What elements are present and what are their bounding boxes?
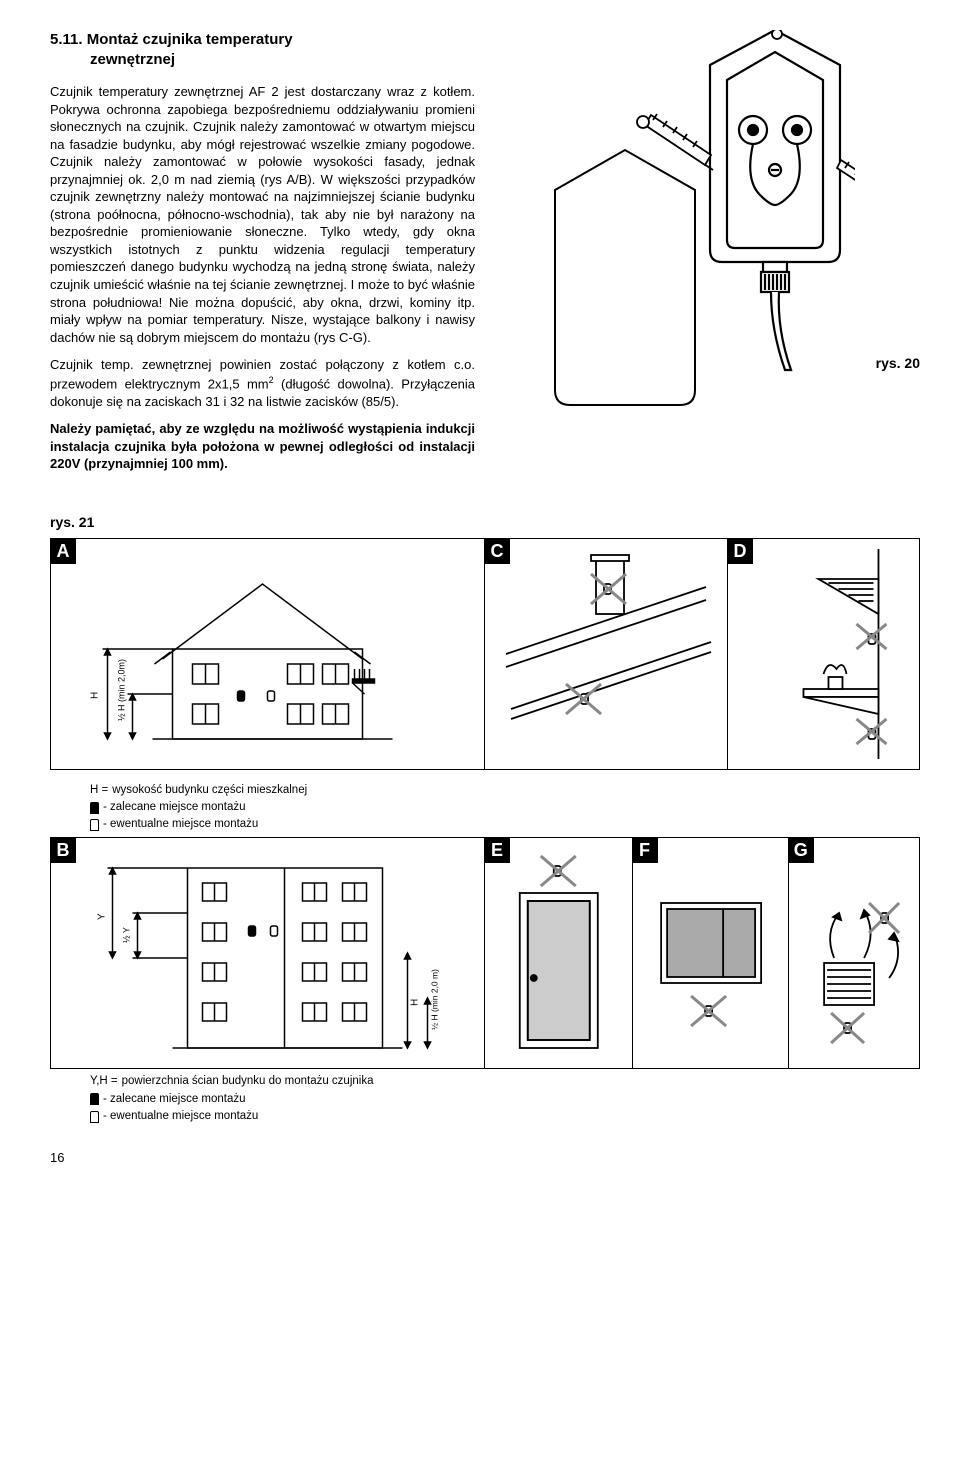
figure-20-caption: rys. 20	[876, 354, 920, 373]
panel-label-g: G	[788, 837, 814, 863]
panel-f: F	[633, 838, 789, 1068]
section-heading: 5.11. Montaż czujnika temperatury zewnęt…	[50, 30, 475, 69]
paragraph-2: Czujnik temp. zewnętrznej powinien zosta…	[50, 356, 475, 410]
filled-marker-icon	[90, 802, 99, 814]
panel-e: E	[485, 838, 633, 1068]
dim-half-y: ½ Y	[122, 928, 132, 944]
legend2-l2: - zalecane miejsce montażu	[103, 1091, 246, 1108]
panel-label-c: C	[484, 538, 510, 564]
legend-b: Y,H = powierzchnia ścian budynku do mont…	[50, 1069, 920, 1129]
panel-row-2: B	[50, 837, 920, 1069]
dim-h: H	[90, 691, 101, 698]
legend1-l3: - ewentualne miejsce montażu	[103, 816, 258, 833]
dim-half-h2: ½ H (min 2,0 m)	[430, 969, 440, 1030]
panel-label-d: D	[727, 538, 753, 564]
panel-label-a: A	[50, 538, 76, 564]
legend1-l1: wysokość budynku części mieszkalnej	[112, 782, 307, 799]
legend2-l1: powierzchnia ścian budynku do montażu cz…	[122, 1073, 374, 1090]
paragraph-3-bold: Należy pamiętać, aby ze względu na możli…	[50, 420, 475, 473]
section-title-l1: Montaż czujnika temperatury	[87, 31, 293, 48]
empty-marker-icon	[90, 819, 99, 831]
legend1-l2: - zalecane miejsce montażu	[103, 799, 246, 816]
empty-marker-icon-2	[90, 1111, 99, 1123]
legend2-pre: Y,H =	[90, 1073, 118, 1090]
legend1-pre: H =	[90, 782, 108, 799]
legend2-l3: - ewentualne miejsce montażu	[103, 1108, 258, 1125]
panel-d: D	[728, 539, 919, 769]
panel-a: A	[51, 539, 485, 769]
legend-a: H = wysokość budynku części mieszkalnej …	[50, 778, 920, 838]
panel-label-b: B	[50, 837, 76, 863]
paragraph-1: Czujnik temperatury zewnętrznej AF 2 jes…	[50, 83, 475, 346]
dim-half-h: ½ H (min 2,0m)	[117, 659, 127, 721]
section-number: 5.11.	[50, 31, 83, 48]
dim-h2: H	[410, 999, 421, 1006]
sensor-illustration	[495, 30, 855, 470]
dim-y: Y	[97, 913, 108, 920]
panel-b: B	[51, 838, 485, 1068]
filled-marker-icon-2	[90, 1093, 99, 1105]
panel-label-f: F	[632, 837, 658, 863]
figure-21-caption: rys. 21	[50, 513, 920, 532]
panel-g: G	[789, 838, 919, 1068]
panel-c: C	[485, 539, 728, 769]
page-number: 16	[50, 1149, 920, 1167]
section-title-l2: zewnętrznej	[50, 50, 175, 70]
panel-row-1: A	[50, 538, 920, 770]
panel-label-e: E	[484, 837, 510, 863]
